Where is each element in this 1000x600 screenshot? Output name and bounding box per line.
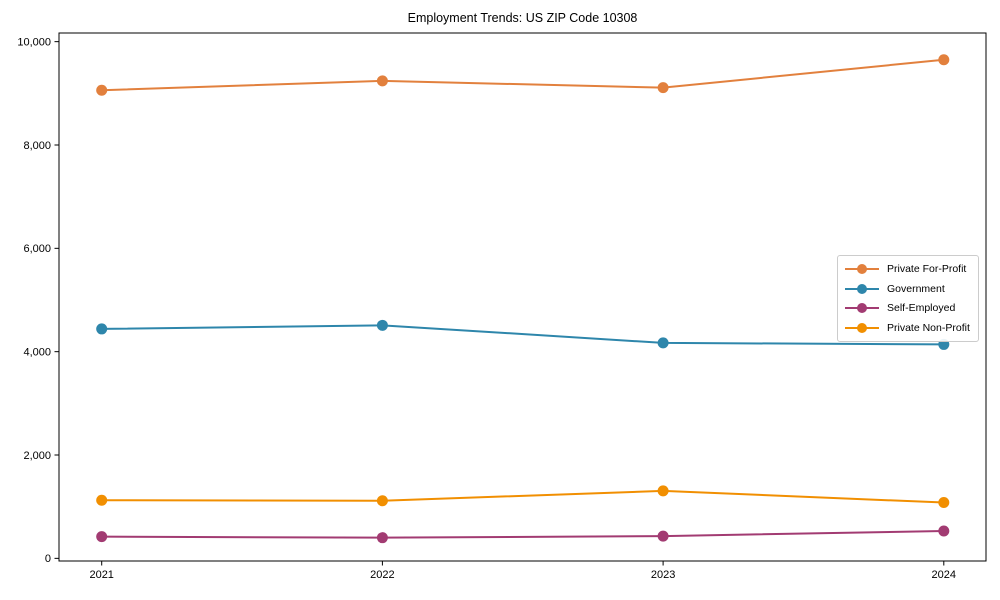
series-marker-0 [376,75,388,87]
legend-label: Government [887,282,945,295]
legend-dot [857,263,867,274]
series-marker-2 [96,531,108,543]
legend-marker-icon [845,303,879,314]
series-marker-2 [376,532,388,544]
legend-marker-icon [845,323,879,334]
series-marker-1 [376,319,388,331]
series-line-0 [101,58,944,92]
legend-marker-icon [845,263,879,274]
legend-item: Private For-Profit [844,259,972,279]
y-tick-label: 6,000 [23,243,51,255]
legend: Private For-Profit Government Self-Employe… [837,255,979,342]
series-line-2 [101,529,944,539]
y-tick-label: 0 [45,553,51,565]
chart-title: Employment Trends: US ZIP Code 10308 [407,11,638,25]
y-tick-label: 4,000 [23,346,51,358]
legend-item: Government [844,279,972,299]
legend-label: Private For-Profit [887,262,967,275]
series-marker-1 [96,323,108,335]
legend-dot [857,303,867,314]
series-marker-1 [657,337,669,349]
series-marker-3 [376,495,388,507]
series-marker-0 [96,84,108,96]
y-tick-label: 10,000 [17,36,51,48]
legend-item: Self-Employed [844,299,972,319]
legend-label: Self-Employed [887,302,956,315]
y-tick-label: 8,000 [23,140,51,152]
axes-frame [58,32,987,562]
series-marker-3 [657,485,669,497]
x-tick-label: 2022 [370,569,394,581]
y-tick-label: 2,000 [23,450,51,462]
series-line-3 [101,489,944,504]
series-marker-3 [96,494,108,506]
series-marker-0 [938,54,950,66]
legend-dot [857,283,867,294]
legend-label: Private Non-Profit [887,322,970,335]
legend-marker-icon [845,283,879,294]
legend-item: Private Non-Profit [844,318,972,338]
series-marker-3 [938,497,950,509]
x-tick-label: 2021 [89,569,113,581]
x-tick-label: 2023 [651,569,675,581]
series-marker-0 [657,82,669,94]
series-line-1 [101,324,944,346]
x-tick-label: 2024 [932,569,956,581]
series-marker-2 [938,525,950,537]
legend-dot [857,323,867,334]
series-marker-2 [657,530,669,542]
